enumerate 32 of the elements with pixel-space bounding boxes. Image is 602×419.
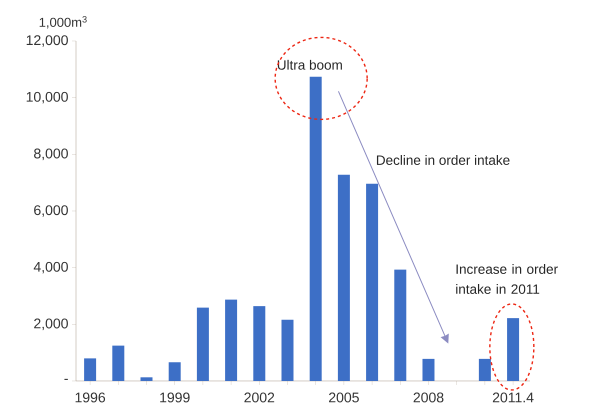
bar: [478, 358, 491, 381]
y-tick-label: -: [64, 378, 68, 380]
x-tick-label: 2002: [244, 392, 274, 402]
y-tick-label: 4,000: [34, 262, 68, 274]
bar: [507, 318, 520, 381]
bar: [281, 320, 294, 381]
bar: [253, 306, 266, 381]
y-tick-label: 12,000: [26, 35, 68, 47]
x-tick-label: 1996: [76, 392, 106, 402]
x-tick-label: 2008: [414, 392, 444, 402]
y-tick-label: 10,000: [26, 92, 68, 104]
y-tick-label: 2,000: [34, 318, 68, 330]
x-tick-label: 2011.4: [492, 392, 534, 402]
bar: [225, 300, 238, 381]
bar: [338, 174, 350, 381]
annotation: Increase in order intake in 2011: [456, 264, 558, 294]
bar: [168, 362, 181, 381]
x-tick-label: 1999: [160, 392, 190, 402]
bar: [196, 308, 209, 381]
y-axis-title: 1,000m$^{3}$: [40, 16, 87, 28]
bar: [84, 358, 96, 381]
bar: [422, 358, 434, 381]
bar: [366, 184, 378, 381]
bar: [112, 346, 124, 381]
annotation: Ultra boom: [278, 60, 342, 70]
y-tick-label: 8,000: [34, 148, 68, 160]
bar: [140, 377, 152, 381]
y-tick-label: 6,000: [34, 205, 68, 217]
x-tick-label: 2005: [329, 392, 359, 402]
bar: [394, 270, 406, 381]
bar: [310, 76, 322, 381]
annotation: Decline in order intake: [376, 155, 510, 165]
